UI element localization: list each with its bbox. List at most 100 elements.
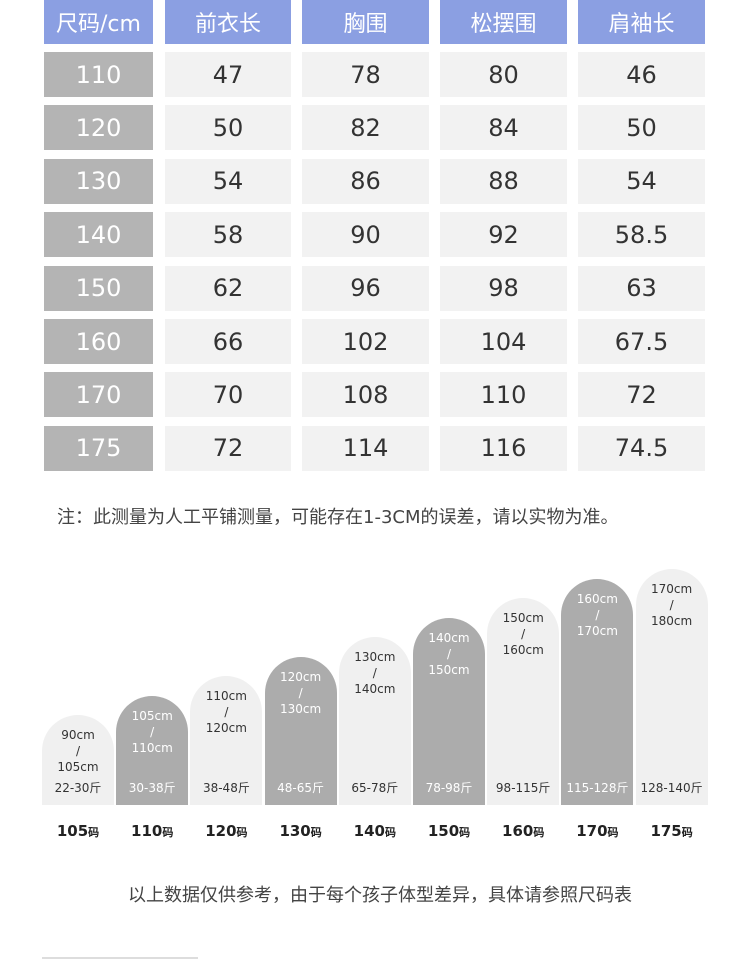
- size-bar: 90cm / 105cm 22-30斤: [42, 715, 114, 805]
- size-bar: 105cm/110cm 30-38斤: [116, 695, 189, 805]
- size-number: 170: [576, 822, 608, 840]
- header-cell: 尺码/cm: [44, 0, 153, 44]
- size-number: 120: [205, 822, 237, 840]
- table-cell: 72: [578, 372, 705, 418]
- height-label: /: [150, 724, 155, 739]
- table-cell: 62: [165, 265, 291, 311]
- table-cell: 84: [440, 105, 567, 151]
- size-number: 160: [502, 822, 534, 840]
- size-number: 130: [279, 822, 311, 840]
- height-label: 150cm: [428, 662, 470, 677]
- size-bar: 140cm/150cm 78-98斤: [413, 617, 485, 805]
- table-cell: 116: [440, 425, 567, 471]
- size-unit: 码: [533, 826, 545, 839]
- size-bar: 170cm / 180cm 128-140斤: [635, 569, 708, 805]
- height-label: /: [224, 705, 229, 719]
- height-label: 120cm: [279, 669, 322, 684]
- size-number: 110: [131, 822, 163, 840]
- table-cell: 70: [165, 372, 291, 418]
- size-number: 140: [353, 822, 385, 840]
- header-cell: 肩袖长: [578, 0, 705, 44]
- size-unit: 码: [162, 826, 174, 839]
- size-label: 105码: [38, 821, 118, 840]
- weight-label: 48-65斤: [277, 781, 325, 795]
- size-bar: 150cm / 160cm 98-115斤: [487, 598, 560, 805]
- table-cell: 67.5: [578, 319, 705, 364]
- height-label: 160cm: [502, 643, 544, 657]
- height-label: 130cm: [279, 701, 322, 716]
- footer: 以上数据仅供参考，由于每个孩子体型差异，具体请参照尺码表: [128, 885, 632, 906]
- weight-label: 98-115斤: [495, 781, 551, 795]
- weight-label: 38-48斤: [202, 781, 250, 795]
- height-label: 105cm: [57, 760, 99, 774]
- size-label: 160码: [483, 821, 563, 840]
- table-cell: 170: [44, 372, 153, 418]
- height-label: /: [669, 598, 674, 612]
- size-label: 140码: [335, 821, 415, 840]
- size-label: 110码: [112, 821, 192, 840]
- table-cell: 46: [578, 52, 705, 97]
- size-number: 175: [650, 822, 682, 840]
- size-unit: 码: [607, 826, 619, 839]
- divider: [42, 957, 198, 959]
- table-cell: 150: [44, 265, 153, 311]
- table-cell: 102: [302, 319, 429, 364]
- table-cell: 88: [440, 158, 567, 204]
- height-label: 105cm: [131, 708, 173, 723]
- height-label: /: [595, 607, 600, 622]
- table-cell: 80: [440, 52, 567, 97]
- table-cell: 50: [578, 105, 705, 151]
- weight-label: 30-38斤: [128, 781, 176, 795]
- table-cell: 110: [44, 52, 153, 97]
- height-label: 170cm: [576, 623, 618, 638]
- table-cell: 58.5: [578, 212, 705, 258]
- weight-label: 22-30斤: [54, 781, 102, 795]
- height-label: 90cm: [61, 728, 95, 742]
- weight-label: 115-128斤: [566, 781, 629, 795]
- table-cell: 90: [302, 212, 429, 258]
- table-cell: 114: [302, 425, 429, 471]
- table-cell: 54: [578, 158, 705, 204]
- weight-label: 78-98斤: [425, 781, 473, 795]
- header-cell: 胸围: [302, 0, 429, 44]
- table-cell: 54: [165, 158, 291, 204]
- size-label: 120码: [186, 821, 266, 840]
- size-number: 150: [427, 822, 460, 840]
- height-label: 140cm: [354, 682, 396, 696]
- height-label: 170cm: [650, 582, 693, 596]
- height-label: /: [446, 646, 452, 661]
- height-label: 130cm: [354, 650, 396, 664]
- table-cell: 104: [440, 319, 567, 364]
- table-cell: 108: [302, 372, 429, 418]
- table-cell: 96: [302, 265, 429, 311]
- header-cell: 前衣长: [165, 0, 291, 44]
- table-cell: 120: [44, 105, 153, 151]
- size-label: 130码: [261, 821, 341, 840]
- header-cell: 松摆围: [440, 0, 567, 44]
- size-label: 170码: [557, 821, 637, 840]
- table-cell: 160: [44, 319, 153, 364]
- size-label: 175码: [632, 821, 712, 840]
- table-cell: 74.5: [578, 425, 705, 471]
- size-bar: 130cm / 140cm 65-78斤: [338, 637, 411, 805]
- table-cell: 175: [44, 425, 153, 471]
- table-cell: 47: [165, 52, 291, 97]
- weight-label: 128-140斤: [640, 781, 703, 795]
- height-label: 110cm: [205, 689, 247, 703]
- size-unit: 码: [681, 826, 693, 839]
- table-cell: 130: [44, 158, 153, 204]
- height-label: /: [75, 744, 81, 758]
- table-cell: 98: [440, 265, 567, 311]
- table-cell: 110: [440, 372, 567, 418]
- note: 注：此测量为人工平铺测量，可能存在1-3CM的误差，请以实物为准。: [57, 507, 619, 528]
- size-bar: 160cm/170cm 115-128斤: [561, 578, 634, 805]
- height-label: /: [298, 685, 303, 700]
- size-bar: 110cm / 120cm 38-48斤: [190, 676, 263, 805]
- height-label: 110cm: [131, 740, 173, 755]
- table-cell: 66: [165, 319, 291, 364]
- height-label: 140cm: [428, 630, 470, 645]
- size-unit: 码: [310, 826, 322, 839]
- height-label: 120cm: [205, 721, 247, 735]
- height-label: 150cm: [502, 611, 544, 625]
